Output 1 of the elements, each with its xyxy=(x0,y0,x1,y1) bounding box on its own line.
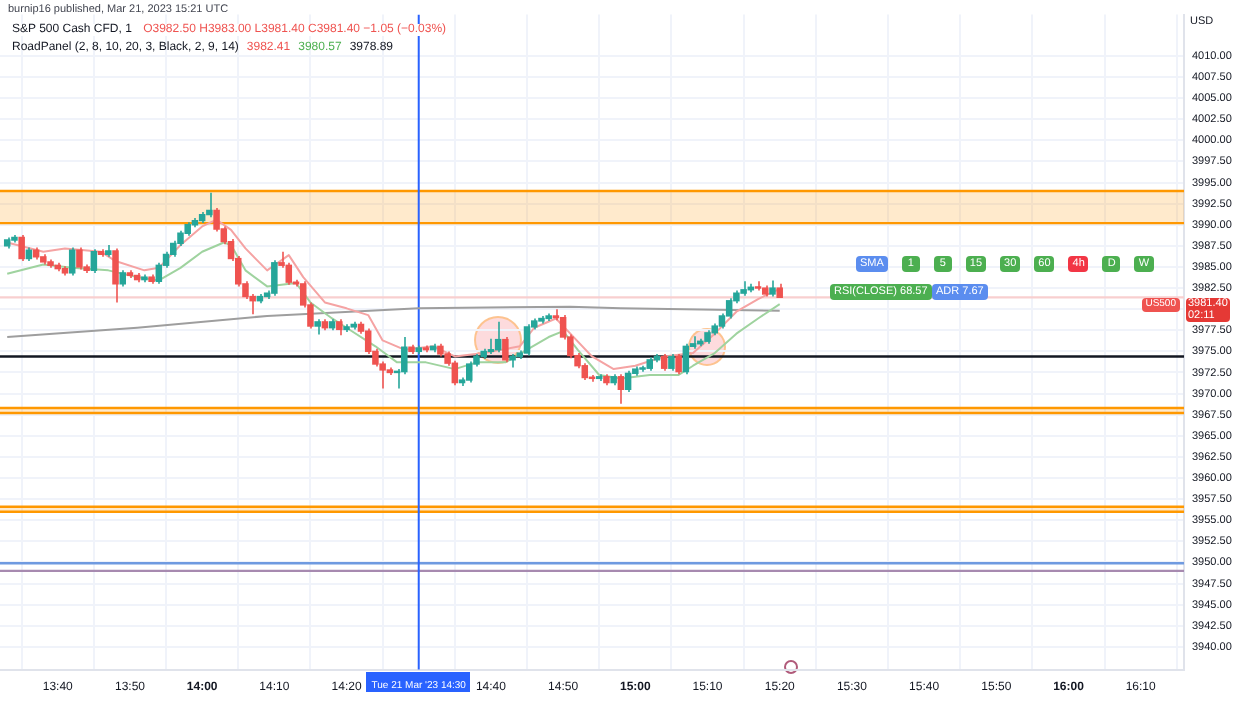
candlestick xyxy=(639,364,646,373)
